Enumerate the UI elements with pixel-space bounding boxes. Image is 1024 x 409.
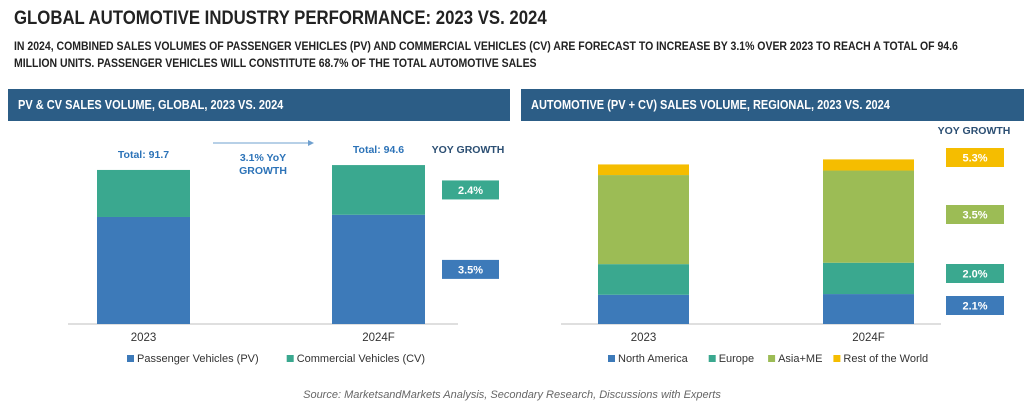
growth-annotation-line: 3.1% YoY [240,152,286,164]
legend-swatch-europe [708,355,716,362]
bar-north-america-2024f [823,294,914,324]
yoy-growth-title: YOY GROWTH [432,144,505,156]
legend-label: Asia+ME [778,353,822,365]
yoy-badge-north-america-label: 2.1% [962,301,987,313]
global-sales-chart: 2023 2024F Total: 91.7 Total: 94.6 3.1% YoYG… [68,140,505,365]
left-panel-header: PV & CV SALES VOLUME, GLOBAL, 2023 VS. 2… [8,89,510,121]
right-chart-title: AUTOMOTIVE (PV + CV) SALES VOLUME, REGIO… [531,98,890,112]
bar-passenger-vehicles-pv--2023 [97,216,190,324]
legend-swatch-north-america [608,355,615,362]
regional-sales-chart: 2023 2024F YOY GROWTH 5.3% 3.5% 2.0% 2.1% North… [561,125,1011,365]
bar-asia-me-2024f [823,170,914,263]
x-tick-label: 2023 [631,332,657,344]
yoy-badge-commercial-vehicles-cv--box [442,180,499,200]
yoy-badge-rest-of-the-world-box [946,148,1004,167]
bar-europe-2023 [598,264,689,295]
yoy-badge-commercial-vehicles-cv--label: 2.4% [458,185,483,197]
bar-europe-2024f [823,262,914,295]
legend-swatch-rest-of-the-world [833,355,841,362]
yoy-badge-passenger-vehicles-pv--box [442,259,499,279]
yoy-badge-north-america-box [946,296,1004,315]
page-title: GLOBAL AUTOMOTIVE INDUSTRY PERFORMANCE: … [14,7,547,29]
legend-swatch-asia-me [768,355,776,362]
legend-label: Passenger Vehicles (PV) [137,353,259,365]
growth-arrow-head [308,140,314,146]
x-tick-label: 2023 [131,332,157,344]
legend-label: North America [618,353,689,365]
right-panel-header: AUTOMOTIVE (PV + CV) SALES VOLUME, REGIO… [521,89,1024,121]
left-chart-title: PV & CV SALES VOLUME, GLOBAL, 2023 VS. 2… [18,98,284,112]
x-tick-label: 2024F [852,332,885,344]
yoy-badge-asia-me-box [946,205,1004,224]
bar-commercial-vehicles-cv--2023 [97,169,190,217]
growth-annotation-line: GROWTH [239,165,287,177]
legend-label: Rest of the World [843,353,928,365]
bar-north-america-2023 [598,294,689,324]
page-subtitle: IN 2024, COMBINED SALES VOLUMES OF PASSE… [14,39,958,70]
source-note: Source: MarketsandMarkets Analysis, Seco… [303,389,721,401]
bar-rest-of-the-world-2024f [823,159,914,171]
legend-swatch-passenger-vehicles-pv- [127,355,134,362]
yoy-badge-europe-label: 2.0% [962,269,987,281]
bar-passenger-vehicles-pv--2024f [332,214,425,324]
legend-swatch-commercial-vehicles-cv- [286,355,294,362]
yoy-badge-asia-me-label: 3.5% [962,210,987,222]
yoy-badge-passenger-vehicles-pv--label: 3.5% [458,264,483,276]
yoy-badge-europe-box [946,264,1004,283]
bar-rest-of-the-world-2023 [598,164,689,176]
total-label: Total: 91.7 [118,149,169,161]
bar-asia-me-2023 [598,175,689,265]
bar-commercial-vehicles-cv--2024f [332,165,425,215]
legend-label: Europe [719,353,754,365]
yoy-growth-title: YOY GROWTH [938,125,1011,137]
x-tick-label: 2024F [362,332,395,344]
total-label: Total: 94.6 [353,144,404,156]
legend-label: Commercial Vehicles (CV) [297,353,425,365]
yoy-badge-rest-of-the-world-label: 5.3% [962,153,987,165]
